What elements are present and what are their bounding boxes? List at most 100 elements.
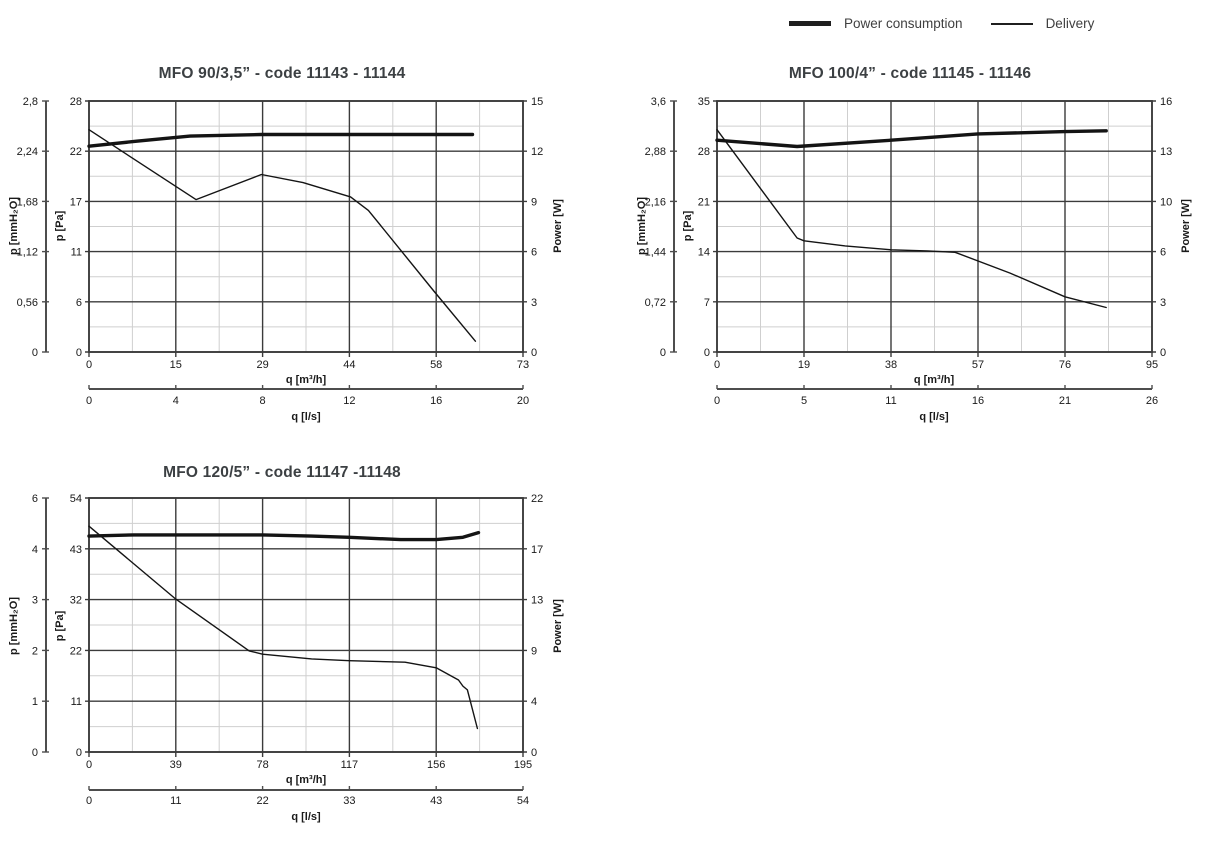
svg-text:12: 12 — [531, 146, 543, 158]
svg-text:0: 0 — [714, 359, 720, 371]
svg-text:15: 15 — [531, 96, 543, 108]
svg-text:1,68: 1,68 — [17, 196, 38, 208]
svg-text:35: 35 — [698, 96, 710, 108]
svg-text:6: 6 — [531, 247, 537, 259]
svg-text:8: 8 — [260, 395, 266, 407]
svg-text:22: 22 — [531, 493, 543, 505]
svg-text:11: 11 — [71, 247, 82, 259]
svg-text:0: 0 — [86, 359, 92, 371]
svg-text:17: 17 — [70, 196, 82, 208]
svg-text:6: 6 — [1160, 247, 1166, 259]
svg-text:33: 33 — [343, 795, 355, 807]
svg-text:16: 16 — [1160, 96, 1172, 108]
legend-item-power: Power consumption — [789, 16, 963, 31]
svg-text:0: 0 — [86, 759, 92, 771]
svg-text:0: 0 — [660, 347, 666, 359]
svg-text:58: 58 — [430, 359, 442, 371]
svg-text:95: 95 — [1146, 359, 1158, 371]
svg-text:54: 54 — [517, 795, 529, 807]
svg-text:57: 57 — [972, 359, 984, 371]
svg-text:4: 4 — [531, 696, 537, 708]
svg-text:11: 11 — [885, 395, 896, 407]
y-axis-label-pa: p [Pa] — [682, 210, 694, 242]
svg-text:11: 11 — [71, 696, 82, 708]
legend-label-delivery: Delivery — [1045, 16, 1095, 31]
svg-text:0: 0 — [86, 395, 92, 407]
svg-text:32: 32 — [70, 595, 82, 607]
svg-text:9: 9 — [531, 196, 537, 208]
chart-mfo-90: MFO 90/3,5” - code 11143 - 11144 0 15 29 44… — [0, 55, 600, 435]
svg-text:29: 29 — [256, 359, 268, 371]
svg-text:11: 11 — [170, 795, 181, 807]
svg-text:1,12: 1,12 — [17, 247, 38, 259]
svg-text:0: 0 — [76, 747, 82, 759]
svg-text:9: 9 — [531, 645, 537, 657]
svg-text:6: 6 — [32, 493, 38, 505]
svg-text:16: 16 — [972, 395, 984, 407]
y-axis-label-mmh2o: p [mmH₂O] — [636, 196, 648, 256]
svg-text:2,8: 2,8 — [23, 96, 38, 108]
svg-text:0: 0 — [531, 347, 537, 359]
delivery-line-icon — [990, 22, 1033, 25]
svg-text:117: 117 — [341, 759, 359, 771]
svg-text:21: 21 — [698, 196, 710, 208]
y-axis-label-power: Power [W] — [1180, 199, 1192, 253]
svg-text:17: 17 — [531, 544, 543, 556]
power-consumption-curve — [715, 129, 1108, 149]
svg-text:3,6: 3,6 — [651, 96, 666, 108]
svg-text:0: 0 — [704, 347, 710, 359]
svg-text:0: 0 — [76, 347, 82, 359]
svg-text:22: 22 — [70, 146, 82, 158]
svg-text:16: 16 — [430, 395, 442, 407]
svg-text:38: 38 — [885, 359, 897, 371]
svg-text:0,56: 0,56 — [17, 297, 38, 309]
svg-text:78: 78 — [256, 759, 268, 771]
x-axis-label-m3h: q [m³/h] — [285, 774, 327, 786]
delivery-curve — [88, 128, 477, 342]
svg-text:44: 44 — [343, 359, 355, 371]
svg-text:28: 28 — [70, 96, 82, 108]
svg-text:43: 43 — [70, 544, 82, 556]
svg-text:22: 22 — [256, 795, 268, 807]
y-axis-label-mmh2o: p [mmH₂O] — [8, 196, 20, 256]
legend-item-delivery: Delivery — [990, 16, 1095, 31]
svg-text:6: 6 — [76, 297, 82, 309]
y-axis-label-power: Power [W] — [552, 199, 564, 253]
svg-text:15: 15 — [170, 359, 182, 371]
svg-text:2,16: 2,16 — [645, 196, 666, 208]
y-axis-label-mmh2o: p [mmH₂O] — [8, 596, 20, 656]
svg-text:19: 19 — [798, 359, 810, 371]
svg-text:3: 3 — [1160, 297, 1166, 309]
power-consumption-curve — [87, 530, 481, 542]
power-consumption-curve — [87, 132, 475, 148]
svg-text:10: 10 — [1160, 196, 1172, 208]
svg-text:2: 2 — [32, 645, 38, 657]
svg-text:22: 22 — [70, 645, 82, 657]
svg-text:73: 73 — [517, 359, 529, 371]
x-axis-label-m3h: q [m³/h] — [913, 374, 955, 386]
x-axis-label-m3h: q [m³/h] — [285, 374, 327, 386]
svg-text:0: 0 — [86, 795, 92, 807]
svg-text:4: 4 — [32, 544, 38, 556]
svg-text:3: 3 — [32, 595, 38, 607]
svg-text:0: 0 — [32, 747, 38, 759]
y-axis-label-pa: p [Pa] — [54, 610, 66, 642]
svg-text:13: 13 — [1160, 146, 1172, 158]
legend: Power consumption Delivery — [789, 16, 1094, 31]
svg-text:0,72: 0,72 — [645, 297, 666, 309]
chart-title: MFO 90/3,5” - code 11143 - 11144 — [158, 65, 406, 82]
svg-text:0: 0 — [531, 747, 537, 759]
svg-text:28: 28 — [698, 146, 710, 158]
svg-text:1,44: 1,44 — [645, 247, 666, 259]
x-axis-label-ls: q [l/s] — [291, 411, 321, 423]
svg-text:7: 7 — [704, 297, 710, 309]
svg-text:13: 13 — [531, 595, 543, 607]
svg-text:156: 156 — [427, 759, 445, 771]
svg-text:26: 26 — [1146, 395, 1158, 407]
svg-text:195: 195 — [514, 759, 532, 771]
svg-text:0: 0 — [714, 395, 720, 407]
legend-label-power: Power consumption — [844, 16, 963, 31]
svg-text:0: 0 — [32, 347, 38, 359]
